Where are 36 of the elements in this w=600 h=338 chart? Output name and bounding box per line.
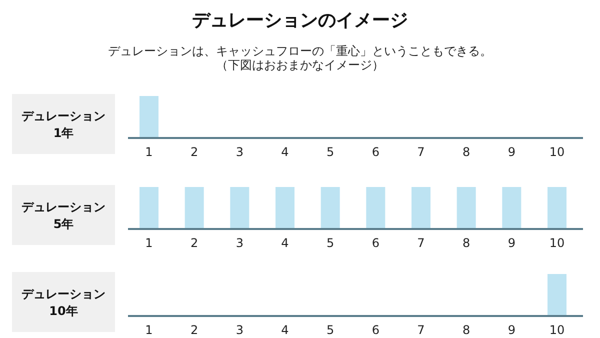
x-tick-label: 1 — [145, 323, 153, 337]
x-tick-label: 3 — [236, 145, 244, 159]
y-axis-title: デュレーション 5年 — [22, 200, 106, 231]
x-tick-label: 8 — [462, 323, 470, 337]
x-tick-label: 5 — [326, 323, 334, 337]
chart-subtitle: デュレーションは、キャッシュフローの「重心」ということもできる。 — [108, 44, 492, 58]
x-tick-label: 6 — [372, 236, 380, 250]
x-tick-label: 6 — [372, 145, 380, 159]
x-tick-label: 2 — [190, 236, 198, 250]
x-tick-label: 1 — [145, 236, 153, 250]
x-tick-label: 5 — [326, 145, 334, 159]
x-tick-label: 1 — [145, 145, 153, 159]
x-tick-label: 8 — [462, 145, 470, 159]
x-tick-label: 4 — [281, 323, 289, 337]
x-tick-label: 2 — [190, 323, 198, 337]
x-tick-label: 7 — [417, 236, 425, 250]
x-tick-label: 5 — [326, 236, 334, 250]
x-tick-label: 10 — [549, 323, 565, 337]
x-tick-label: 10 — [549, 236, 565, 250]
y-axis-title: デュレーション 10年 — [22, 287, 106, 318]
x-tick-label: 8 — [462, 236, 470, 250]
x-tick-label: 4 — [281, 145, 289, 159]
chart-title: デュレーションのイメージ — [192, 10, 408, 31]
x-tick-label: 10 — [549, 145, 565, 159]
x-tick-label: 7 — [417, 145, 425, 159]
x-tick-label: 3 — [236, 236, 244, 250]
x-tick-label: 9 — [508, 323, 516, 337]
x-tick-label: 9 — [508, 236, 516, 250]
x-tick-label: 9 — [508, 145, 516, 159]
x-tick-label: 7 — [417, 323, 425, 337]
y-axis-title: デュレーション 1年 — [22, 109, 106, 140]
x-tick-label: 6 — [372, 323, 380, 337]
text: （下図はおおまかなイメージ） — [216, 58, 384, 72]
x-tick-label: 3 — [236, 323, 244, 337]
x-tick-label: 4 — [281, 236, 289, 250]
x-tick-label: 2 — [190, 145, 198, 159]
